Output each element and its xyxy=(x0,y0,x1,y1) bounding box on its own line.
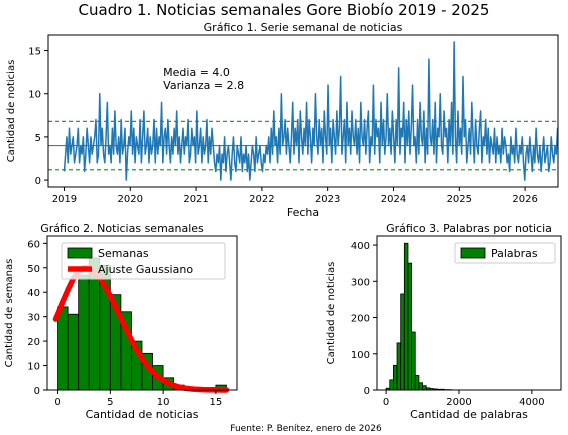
chart2-legend-label-0: Semanas xyxy=(98,247,149,260)
chart1-series-line xyxy=(63,41,558,181)
chart3-xtick-label: 4000 xyxy=(519,397,544,408)
figure-footer: Fuente: P. Benítez, enero de 2026 xyxy=(230,424,382,434)
chart1-xtick-label: 2023 xyxy=(315,194,340,205)
chart1-ytick-label: 10 xyxy=(28,90,41,101)
chart3-bar xyxy=(396,342,402,391)
chart3-bar xyxy=(389,379,394,391)
chart3-bar xyxy=(400,293,405,391)
chart1-xtick-label: 2020 xyxy=(118,194,143,205)
chart1-ytick-label: 0 xyxy=(35,176,41,187)
chart2-ytick-label: 0 xyxy=(34,386,40,397)
chart2-ytick-label: 40 xyxy=(27,288,40,299)
chart2-bar xyxy=(57,306,69,391)
chart1-ylabel: Cantidad de noticias xyxy=(6,60,17,163)
chart1-title: Gráfico 1. Serie semanal de noticias xyxy=(204,21,403,34)
chart2-ytick-label: 50 xyxy=(27,264,40,275)
chart2-bar xyxy=(78,274,90,391)
chart3-title: Gráfico 3. Palabras por noticia xyxy=(386,222,552,235)
chart1-ytick-label: 5 xyxy=(35,133,41,144)
chart2-ytick-label: 20 xyxy=(27,337,40,348)
chart3-ytick-label: 300 xyxy=(351,277,370,288)
chart3-ytick-label: 0 xyxy=(364,386,370,397)
figure-title: Cuadro 1. Noticias semanales Gore Biobío… xyxy=(79,1,490,19)
chart3-xtick-label: 0 xyxy=(383,397,389,408)
chart3-xtick-label: 2000 xyxy=(446,397,471,408)
chart3-bar xyxy=(407,262,413,391)
chart3-bar xyxy=(418,382,423,391)
chart1-xtick-label: 2026 xyxy=(512,194,537,205)
chart2-legend-box xyxy=(61,242,226,280)
chart1-ytick-label: 15 xyxy=(28,47,41,58)
chart1-xtick-label: 2025 xyxy=(447,194,472,205)
chart1-xtick-label: 2019 xyxy=(52,194,77,205)
chart2-ytick-label: 10 xyxy=(27,362,40,373)
chart3-frame xyxy=(376,235,562,391)
chart2-xtick-label: 5 xyxy=(107,397,113,408)
chart1-xtick-label: 2024 xyxy=(381,194,406,205)
chart2-ytick-label: 30 xyxy=(27,313,40,324)
chart2-legend-label-1: Ajuste Gaussiano xyxy=(98,263,193,276)
chart2-ytick-label: 60 xyxy=(27,239,40,250)
chart3-ylabel: Cantidad de noticias xyxy=(326,262,337,365)
chart2-bar xyxy=(67,313,80,391)
chart2-xtick-label: 10 xyxy=(157,397,170,408)
chart3-ytick-label: 400 xyxy=(351,241,370,252)
chart2-xlabel: Cantidad de noticias xyxy=(86,408,199,421)
chart3-bar xyxy=(414,375,420,391)
chart3-legend-swatch xyxy=(460,247,486,259)
chart2-frame xyxy=(46,235,238,391)
chart2-xtick-label: 15 xyxy=(210,397,223,408)
chart2-xtick-label: 0 xyxy=(54,397,60,408)
chart1-xtick-label: 2021 xyxy=(183,194,208,205)
chart3-xlabel: Cantidad de palabras xyxy=(410,408,528,421)
chart3-ytick-label: 100 xyxy=(351,350,370,361)
chart3-ytick-label: 200 xyxy=(351,314,370,325)
chart3-bar xyxy=(403,242,409,391)
chart3-legend-label: Palabras xyxy=(491,247,538,260)
chart1-annotation-0: Media = 4.0 xyxy=(163,66,230,79)
chart2-ylabel: Cantidad de semanas xyxy=(4,259,15,368)
chart1-annotation-1: Varianza = 2.8 xyxy=(163,79,244,92)
chart1-xtick-label: 2022 xyxy=(249,194,274,205)
chart1-frame xyxy=(47,34,559,188)
chart3-bar xyxy=(411,331,416,391)
chart3-bar xyxy=(392,364,398,391)
chart2-legend-swatch-bars xyxy=(67,247,93,259)
chart2-title: Gráfico 2. Noticias semanales xyxy=(40,222,204,235)
chart3-bar xyxy=(422,385,427,391)
chart1-xlabel: Fecha xyxy=(287,206,319,219)
